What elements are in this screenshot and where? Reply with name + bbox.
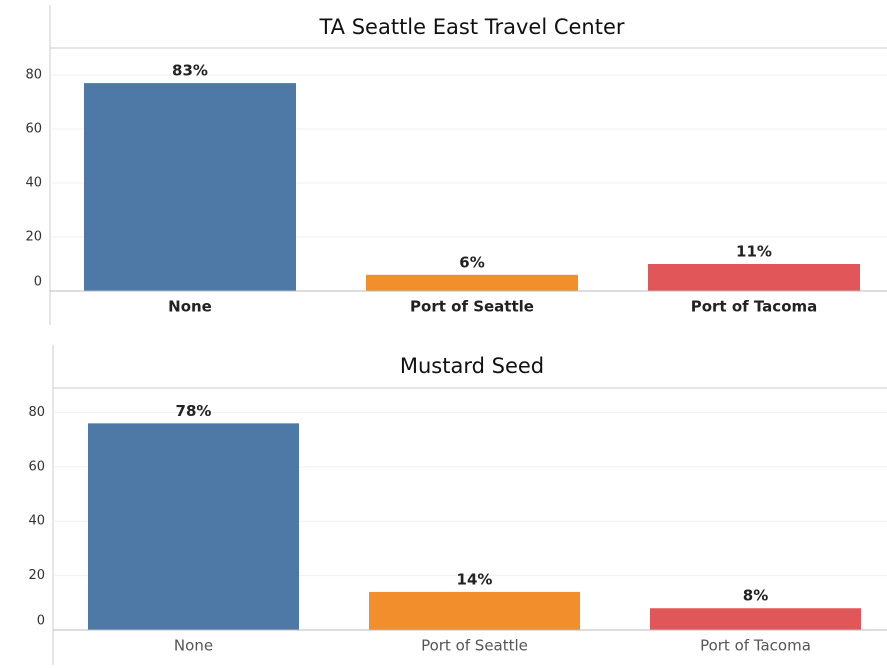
bar [84,83,296,291]
chart-title: Mustard Seed [400,354,544,378]
y-tick-label: 20 [28,568,45,583]
x-tick-label: Port of Tacoma [691,298,818,316]
x-tick-label: Port of Seattle [410,298,534,316]
y-tick-label: 80 [28,405,45,420]
y-tick-label: 0 [37,614,45,629]
x-tick-label: None [168,298,212,316]
x-tick-label: Port of Seattle [421,637,528,655]
x-tick-label: Port of Tacoma [700,637,811,655]
bar [648,264,860,291]
y-tick-label: 80 [25,68,42,83]
y-tick-label: 60 [28,459,45,474]
bar [650,608,861,630]
bar-label: 6% [459,253,484,271]
bar-label: 83% [172,62,208,80]
x-tick-label: None [174,637,213,655]
bar-label: 78% [176,402,212,420]
y-tick-label: 40 [25,176,42,191]
bar-label: 14% [457,570,493,588]
chart-title: TA Seattle East Travel Center [318,15,624,39]
bar-label: 11% [736,243,772,261]
y-tick-label: 20 [25,230,42,245]
bar [88,423,299,630]
y-tick-label: 60 [25,122,42,137]
bar [369,591,580,630]
y-tick-label: 40 [28,514,45,529]
y-tick-label: 0 [34,275,42,290]
bar [366,274,578,291]
bar-label: 8% [743,587,768,605]
